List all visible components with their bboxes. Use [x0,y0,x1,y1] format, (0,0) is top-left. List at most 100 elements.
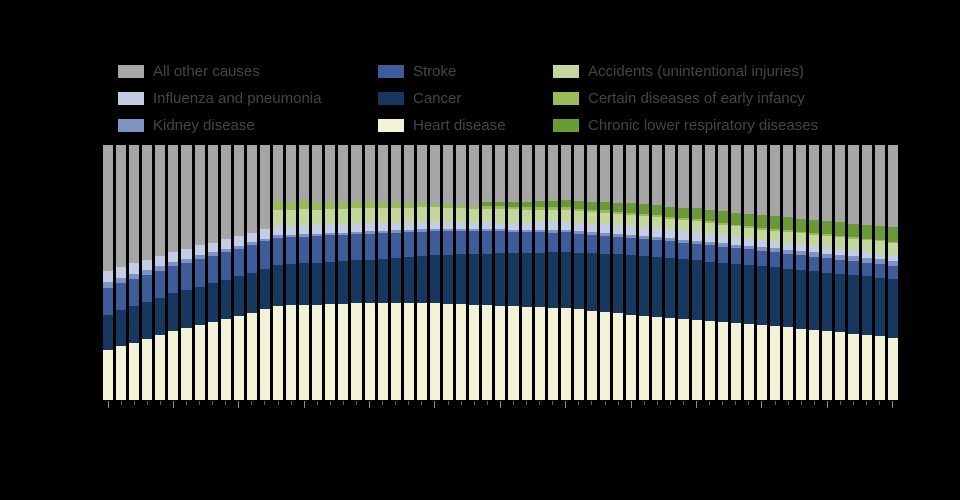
legend-label-other: All other causes [153,63,260,80]
bar-year-2000 [756,145,767,400]
segment-infancy [678,218,689,221]
bar-year-1971 [377,145,388,400]
minor-tick [316,401,318,405]
tick-slot-1973 [404,401,414,408]
bar-year-2003 [796,145,807,400]
tick-slot-1995 [692,401,702,408]
segment-kidney [613,234,624,237]
segment-influenza [482,222,493,230]
segment-accidents [443,207,454,223]
segment-influenza [861,252,872,258]
minor-tick [159,401,161,405]
segment-other [769,145,781,217]
segment-infancy [351,201,362,209]
segment-other [809,145,820,220]
minor-tick [813,401,815,405]
minor-tick [356,401,358,405]
segment-influenza [887,255,898,261]
segment-heart [809,329,820,400]
bar-year-1964 [286,145,297,400]
segment-influenza [652,227,663,238]
segment-kidney [560,230,571,233]
segment-kidney [756,247,767,251]
segment-other [586,145,597,202]
segment-influenza [848,250,859,257]
segment-cancer [142,301,153,339]
segment-cancer [259,268,271,309]
segment-heart [273,305,284,400]
segment-accidents [717,224,728,236]
segment-cancer [743,264,754,324]
tick-slot-1951 [116,401,126,408]
tick-slot-1991 [639,401,649,408]
segment-kidney [443,229,454,232]
segment-accidents [783,232,794,243]
segment-influenza [691,231,702,241]
segment-stroke [207,255,218,284]
segment-influenza [796,244,807,251]
segment-other [469,145,480,206]
segment-accidents [678,220,689,231]
tick-slot-1979 [482,401,492,408]
minor-tick [682,401,684,405]
segment-cancer [691,260,702,320]
segment-stroke [482,231,493,254]
segment-accidents [325,208,336,225]
segment-kidney [730,244,741,249]
segment-kidney [848,256,859,262]
segment-cancer [796,269,807,329]
segment-other [246,145,257,233]
segment-stroke [756,250,767,267]
segment-cancer [129,306,140,343]
segment-heart [586,310,597,400]
segment-other [691,145,702,209]
bar-year-1973 [403,145,414,400]
segment-cancer [783,268,794,328]
segment-stroke [560,232,571,253]
segment-cancer [377,258,388,304]
bar-year-1955 [168,145,179,400]
major-tick [172,401,174,408]
segment-accidents [691,220,702,232]
segment-kidney [456,229,467,232]
segment-cancer [874,277,885,337]
tick-slot-1985 [561,401,571,408]
segment-infancy [495,206,506,210]
segment-other [116,145,127,268]
segment-heart [652,316,663,400]
bar-year-2001 [769,145,781,400]
legend-item-heart: Heart disease [378,112,553,139]
segment-influenza [456,222,467,230]
segment-infancy [704,221,715,223]
segment-heart [835,332,846,400]
segment-cancer [338,261,349,304]
segment-influenza [547,222,558,231]
segment-accidents [338,208,349,225]
segment-chronic [599,201,611,211]
segment-infancy [312,202,323,210]
segment-heart [390,303,401,400]
segment-influenza [639,226,650,237]
segment-kidney [103,282,114,288]
segment-stroke [783,253,794,269]
segment-stroke [521,231,532,253]
segment-chronic [848,223,859,238]
segment-chronic [809,219,820,234]
segment-stroke [312,236,323,263]
bar-year-1989 [613,145,624,400]
segment-cancer [769,267,781,327]
tick-slot-2003 [796,401,806,408]
segment-other [613,145,624,203]
segment-infancy [809,233,820,235]
segment-other [521,145,532,202]
segment-other [443,145,454,205]
segment-stroke [704,245,715,262]
bar-year-1992 [652,145,663,400]
segment-cancer [521,252,532,307]
minor-tick [748,401,750,405]
segment-chronic [743,213,754,227]
segment-stroke [456,231,467,255]
segment-influenza [769,241,781,249]
legend-label-heart: Heart disease [413,117,506,134]
